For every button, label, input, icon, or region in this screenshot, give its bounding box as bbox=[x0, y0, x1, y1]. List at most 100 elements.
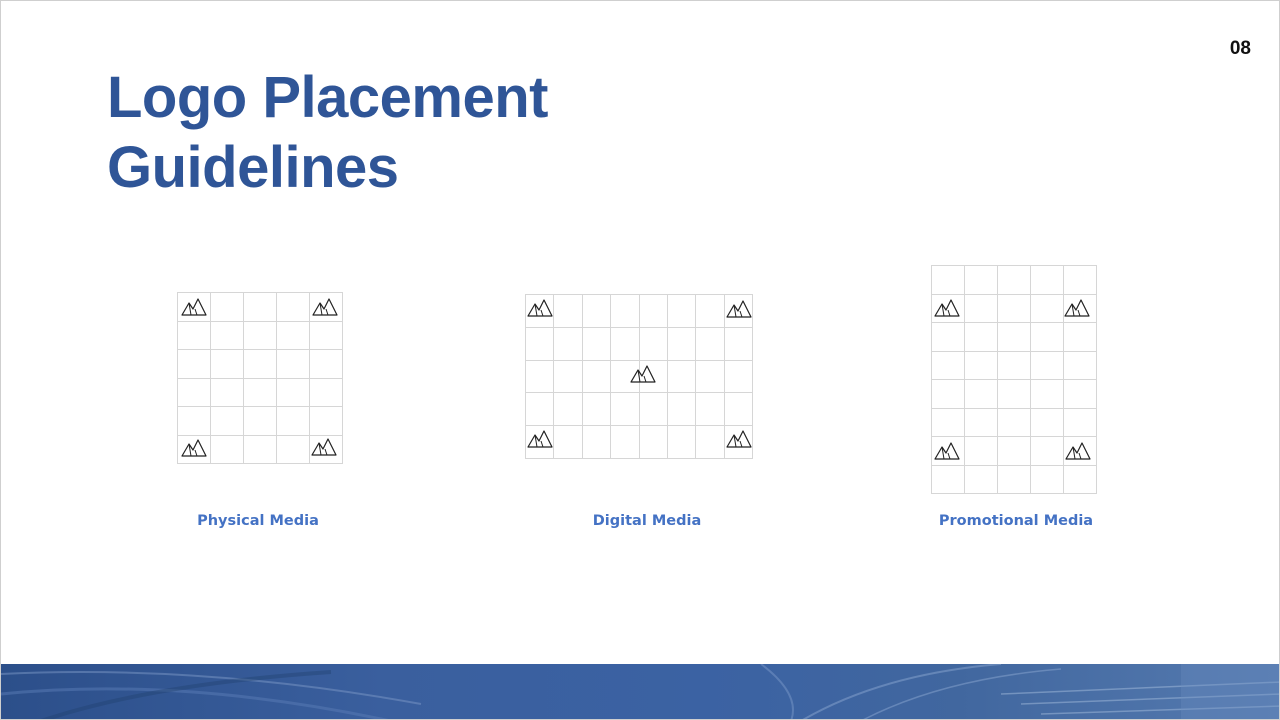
grid-cell bbox=[277, 350, 310, 379]
grid-cell bbox=[1031, 351, 1064, 380]
grid-cell bbox=[724, 360, 753, 394]
grid-cell bbox=[696, 393, 725, 427]
grid-cell bbox=[667, 327, 697, 361]
grid-cell bbox=[554, 360, 583, 394]
grid-cell bbox=[178, 435, 211, 464]
grid-cell bbox=[211, 321, 244, 350]
grid-cell bbox=[639, 327, 668, 361]
grid-cell bbox=[696, 327, 725, 361]
grid-cell bbox=[211, 407, 244, 436]
promotional-media-grid bbox=[931, 265, 1097, 494]
grid-cell bbox=[277, 321, 310, 350]
grid-cell bbox=[1031, 323, 1064, 352]
grid-cell bbox=[582, 295, 612, 328]
grid-cell bbox=[998, 294, 1031, 323]
grid-cell bbox=[1031, 294, 1064, 323]
grid-cell bbox=[965, 351, 998, 380]
mountain-logo-icon bbox=[1064, 298, 1090, 318]
grid-cell bbox=[667, 393, 697, 427]
grid-cell bbox=[639, 295, 668, 328]
grid-cell bbox=[277, 407, 310, 436]
grid-cell bbox=[1031, 465, 1064, 494]
grid-cell bbox=[1064, 380, 1097, 409]
grid-cell bbox=[1064, 351, 1097, 380]
grid-cell bbox=[244, 293, 277, 322]
grid-cell bbox=[965, 323, 998, 352]
page-number: 08 bbox=[1229, 38, 1251, 59]
grid-cell bbox=[696, 295, 725, 328]
grid-cell bbox=[244, 407, 277, 436]
grid-cell bbox=[582, 426, 612, 459]
grid-cell bbox=[932, 351, 965, 380]
physical-media-grid bbox=[177, 292, 343, 464]
mountain-logo-icon bbox=[311, 437, 337, 457]
grid-cell bbox=[526, 360, 555, 394]
grid-cell bbox=[724, 393, 753, 427]
mountain-logo-icon bbox=[934, 441, 960, 461]
grid-cell bbox=[1064, 408, 1097, 437]
mountain-logo-icon bbox=[1065, 441, 1091, 461]
grid-cell bbox=[1031, 408, 1064, 437]
footer-architecture-image bbox=[1, 664, 1279, 719]
slide-title: Logo Placement Guidelines bbox=[107, 63, 707, 203]
grid-cell bbox=[211, 378, 244, 407]
grid-cell bbox=[639, 393, 668, 427]
grid-cell bbox=[965, 437, 998, 466]
grid-cell bbox=[554, 426, 583, 459]
grid-cell bbox=[998, 408, 1031, 437]
grid-cell bbox=[310, 407, 343, 436]
mountain-logo-icon bbox=[726, 299, 752, 319]
mountain-logo-icon bbox=[527, 298, 553, 318]
digital-media-caption: Digital Media bbox=[592, 513, 702, 529]
grid-cell bbox=[310, 378, 343, 407]
grid-cell bbox=[965, 465, 998, 494]
grid-cell bbox=[611, 393, 640, 427]
mountain-logo-icon bbox=[312, 297, 338, 317]
slide-title-line-1: Logo Placement bbox=[107, 65, 548, 130]
grid-cell bbox=[932, 266, 965, 295]
grid-cell bbox=[611, 295, 640, 328]
grid-cell bbox=[932, 380, 965, 409]
grid-cell bbox=[611, 327, 640, 361]
grid-cell bbox=[611, 426, 640, 459]
grid-cell bbox=[932, 408, 965, 437]
grid-cell bbox=[526, 393, 555, 427]
grid-cell bbox=[554, 295, 583, 328]
grid-cell bbox=[932, 294, 965, 323]
grid-cell bbox=[277, 293, 310, 322]
grid-cell bbox=[1064, 465, 1097, 494]
grid-cell bbox=[211, 350, 244, 379]
footer-image-band bbox=[1, 664, 1279, 719]
mountain-logo-icon bbox=[630, 364, 656, 384]
promotional-media-caption: Promotional Media bbox=[938, 513, 1094, 529]
grid-cell bbox=[696, 426, 725, 459]
mountain-logo-icon bbox=[181, 297, 207, 317]
grid-cell bbox=[244, 321, 277, 350]
physical-media-caption: Physical Media bbox=[197, 513, 319, 529]
grid-cell bbox=[178, 350, 211, 379]
grid-cell bbox=[582, 393, 612, 427]
grid-cell bbox=[998, 351, 1031, 380]
grid-cell bbox=[998, 323, 1031, 352]
grid-cell bbox=[211, 293, 244, 322]
grid-cell bbox=[965, 408, 998, 437]
grid-cell bbox=[554, 393, 583, 427]
grid-cell bbox=[667, 360, 697, 394]
grid-cell bbox=[277, 378, 310, 407]
grid-cell bbox=[178, 407, 211, 436]
grid-cell bbox=[244, 378, 277, 407]
grid-cell bbox=[1031, 437, 1064, 466]
grid-cell bbox=[667, 426, 697, 459]
grid-cell bbox=[1031, 266, 1064, 295]
grid-cell bbox=[1064, 437, 1097, 466]
grid-cell bbox=[667, 295, 697, 328]
grid-cell bbox=[582, 327, 612, 361]
grid-cell bbox=[582, 360, 612, 394]
mountain-logo-icon bbox=[934, 298, 960, 318]
grid-cell bbox=[696, 360, 725, 394]
grid-cell bbox=[965, 266, 998, 295]
mountain-logo-icon bbox=[181, 438, 207, 458]
digital-media-grid bbox=[525, 294, 753, 459]
slide-title-line-2: Guidelines bbox=[107, 135, 399, 200]
